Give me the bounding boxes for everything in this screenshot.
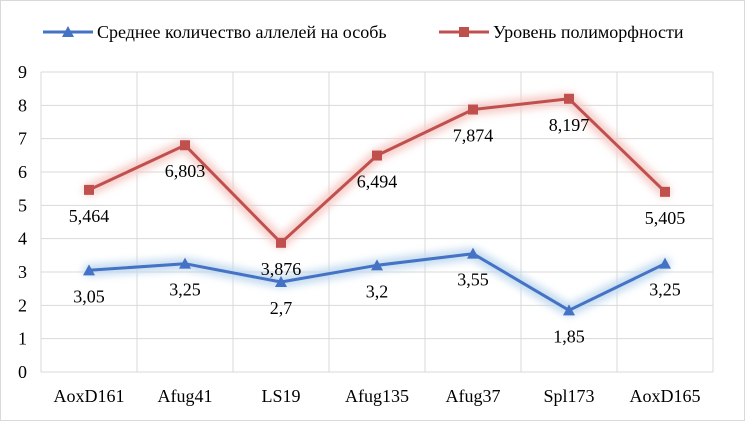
data-label: 1,85 <box>553 326 585 346</box>
data-label: 5,464 <box>69 206 110 226</box>
data-point-triangle <box>467 247 479 259</box>
data-label: 3,876 <box>261 259 302 279</box>
y-tick-label: 0 <box>18 362 27 382</box>
data-label: 6,803 <box>165 161 206 181</box>
y-tick-label: 7 <box>18 129 27 149</box>
data-point-square <box>660 186 670 197</box>
x-tick-label: Afug135 <box>345 386 409 406</box>
data-point-triangle <box>179 257 191 269</box>
data-label: 3,2 <box>366 281 389 301</box>
gridlines <box>40 71 714 373</box>
x-tick-label: LS19 <box>261 386 300 406</box>
data-label: 6,494 <box>357 172 398 192</box>
data-label: 7,874 <box>453 126 494 146</box>
legend-label: Среднее количество аллелей на особь <box>97 22 387 42</box>
legend-label: Уровень полиморфности <box>493 22 684 42</box>
data-point-triangle <box>659 257 671 269</box>
y-tick-label: 6 <box>18 162 27 182</box>
x-tick-label: Afug37 <box>446 386 501 406</box>
legend: Среднее количество аллелей на особь Урове… <box>43 22 684 42</box>
data-point-triangle <box>83 264 95 276</box>
data-point-triangle <box>563 304 575 316</box>
y-tick-label: 9 <box>18 62 27 82</box>
data-point-square <box>468 104 478 115</box>
x-tick-label: AoxD165 <box>630 386 701 406</box>
y-tick-label: 5 <box>18 195 27 215</box>
y-tick-label: 4 <box>18 229 27 249</box>
y-tick-label: 3 <box>18 262 27 282</box>
data-point-square <box>372 150 382 161</box>
axes: 0 1 2 3 4 5 6 7 8 9 AoxD161 Afug41 LS19 Afug135 Afug37… <box>18 62 701 406</box>
data-point-square <box>564 93 574 104</box>
data-point-square <box>180 140 190 151</box>
y-tick-label: 8 <box>18 95 27 115</box>
series-lines <box>83 92 671 317</box>
data-label: 3,05 <box>73 286 105 306</box>
data-point-triangle <box>275 276 287 287</box>
x-tick-label: Spl173 <box>543 386 594 406</box>
y-tick-label: 2 <box>18 295 27 315</box>
y-tick-label: 1 <box>18 329 27 349</box>
data-label: 3,25 <box>649 280 681 300</box>
data-point-square <box>84 184 94 195</box>
x-tick-label: AoxD161 <box>54 386 125 406</box>
data-labels: 3,05 3,25 2,7 3,2 3,55 1,85 3,25 5,464 6,803 3,87… <box>69 115 686 347</box>
data-label: 8,197 <box>549 115 590 135</box>
legend-marker-triangle <box>62 26 74 37</box>
data-label: 3,25 <box>169 280 201 300</box>
data-label: 5,405 <box>645 208 686 228</box>
x-tick-label: Afug41 <box>158 386 213 406</box>
data-label: 3,55 <box>457 270 489 290</box>
data-label: 2,7 <box>270 298 293 318</box>
data-point-triangle <box>371 259 383 271</box>
legend-marker-square <box>459 27 469 37</box>
data-point-square <box>276 237 286 248</box>
